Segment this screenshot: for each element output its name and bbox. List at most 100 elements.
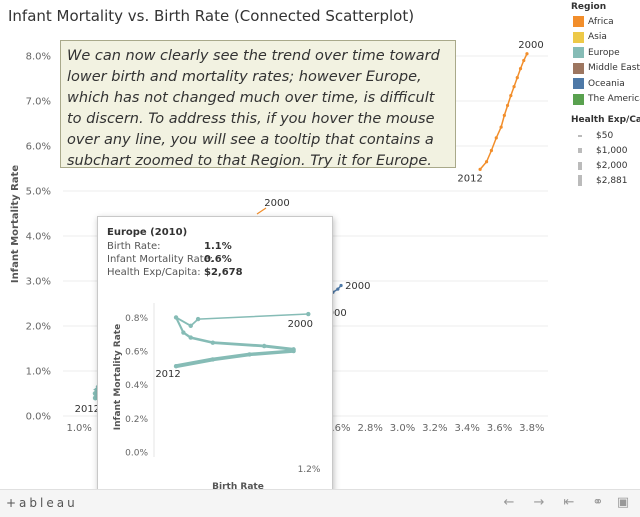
legend-size-label: $50 <box>596 130 614 141</box>
y-tick-label: 5.0% <box>26 187 51 198</box>
data-point-africa[interactable] <box>502 113 506 117</box>
subchart-line-segment[interactable] <box>197 313 310 320</box>
subchart-data-point[interactable] <box>262 343 267 349</box>
data-point-africa[interactable] <box>494 136 498 140</box>
data-point-oceania[interactable] <box>336 287 340 291</box>
point-label: 2000 <box>345 281 370 292</box>
y-tick-label: 0.0% <box>26 412 51 423</box>
tooltip-row-infant-mortality: Infant Mortality Rate: 0.6% <box>107 254 232 265</box>
undo-icon[interactable]: ← <box>503 495 515 510</box>
data-point-africa[interactable] <box>484 160 489 164</box>
tableau-logo[interactable]: +ableau <box>6 496 78 510</box>
data-point-africa[interactable] <box>509 94 513 98</box>
europe-subchart[interactable]: 0.0%0.2%0.4%0.6%0.8%Infant Mortality Rat… <box>98 217 334 495</box>
share-icon[interactable]: ⚭ <box>592 495 604 510</box>
y-tick-label: 1.0% <box>26 367 51 378</box>
tooltip-header: Europe (2010) <box>107 227 188 238</box>
subchart-data-point[interactable] <box>195 316 201 322</box>
y-tick-label: 7.0% <box>26 97 51 108</box>
subchart-data-point[interactable] <box>188 323 193 329</box>
data-point-africa[interactable] <box>518 67 523 71</box>
legend-swatch <box>573 31 584 43</box>
data-point-africa[interactable] <box>478 167 482 171</box>
legend-size-item[interactable]: $2,000 <box>568 158 640 173</box>
legend-label: Europe <box>588 47 620 58</box>
subchart-data-point[interactable] <box>188 335 193 340</box>
subchart-line-segment[interactable] <box>211 341 266 348</box>
subchart-data-point[interactable] <box>210 357 215 362</box>
y-tick-label: 0.6% <box>125 348 148 358</box>
legend-swatch <box>573 93 584 105</box>
data-point-africa[interactable] <box>489 148 494 153</box>
subchart-data-point[interactable] <box>291 348 296 354</box>
legend-size-item[interactable]: $1,000 <box>568 143 640 158</box>
data-point-oceania[interactable] <box>339 283 343 288</box>
y-axis-title: Infant Mortality Rate <box>10 165 21 283</box>
tooltip-row-birth-rate: Birth Rate: 1.1% <box>107 241 232 252</box>
y-tick-label: 0.0% <box>125 449 148 459</box>
legend-size-item[interactable]: $50 <box>568 128 640 143</box>
series-line-africa[interactable] <box>479 53 528 170</box>
point-label: 2000 <box>288 319 313 330</box>
y-tick-label: 4.0% <box>26 232 51 243</box>
subchart-line-segment[interactable] <box>174 316 185 334</box>
legend-item-europe[interactable]: Europe <box>568 45 640 61</box>
redo-icon[interactable]: → <box>533 495 545 510</box>
y-tick-label: 8.0% <box>26 52 51 63</box>
x-tick-label: 3.6% <box>487 423 512 434</box>
tooltip-value: 0.6% <box>204 254 232 265</box>
subchart-line-segment[interactable] <box>262 344 296 351</box>
subchart-data-point[interactable] <box>173 364 179 369</box>
point-label: 2012 <box>457 173 482 184</box>
legend-item-asia[interactable]: Asia <box>568 30 640 46</box>
page-title: Infant Mortality vs. Birth Rate (Connect… <box>8 7 415 25</box>
tooltip-value: $2,678 <box>204 267 243 278</box>
subchart-line-segment[interactable] <box>175 316 192 327</box>
data-point-africa[interactable] <box>515 76 519 80</box>
tooltip-row-health-exp: Health Exp/Capita: $2,678 <box>107 267 243 278</box>
subchart-data-point[interactable] <box>210 340 215 345</box>
asia-line-stub <box>256 207 267 215</box>
legend-label: The Americas <box>588 94 640 105</box>
legend-size-title: Health Exp/Capita <box>571 115 640 125</box>
subchart-line-segment[interactable] <box>189 336 215 344</box>
toolbar: +ableau ← → ⇤ ⚭ ▣ <box>0 489 640 517</box>
fullscreen-icon[interactable]: ▣ <box>616 495 630 510</box>
legend-label: Oceania <box>588 78 625 89</box>
data-point-africa[interactable] <box>525 52 529 56</box>
subchart-line-segment[interactable] <box>174 357 215 369</box>
y-tick-label: 0.2% <box>125 415 148 425</box>
point-label: 2000 <box>321 308 346 319</box>
tooltip: 0.0% 0.2% 0.4% 0.6% 0.8% Infant Mortality Rat… <box>97 216 333 494</box>
legend-item-the-americas[interactable]: The Americas <box>568 92 640 108</box>
point-label: 2012 <box>75 404 100 415</box>
subchart-data-point[interactable] <box>306 311 311 317</box>
revert-icon[interactable]: ⇤ <box>563 495 575 510</box>
data-point-africa[interactable] <box>505 103 510 108</box>
subchart-line-segment[interactable] <box>210 352 252 362</box>
legend-label: Middle East <box>588 63 640 74</box>
x-tick-label: 1.2% <box>298 465 321 475</box>
data-point-africa[interactable] <box>522 58 526 63</box>
legend-size-label: $2,881 <box>596 175 628 186</box>
legend-item-africa[interactable]: Africa <box>568 14 640 30</box>
subchart-data-point[interactable] <box>181 330 186 335</box>
legend-size-item[interactable]: $2,881 <box>568 173 640 188</box>
subchart-line-segment[interactable] <box>247 349 296 357</box>
legend-swatch <box>573 47 584 59</box>
legend-item-middle-east[interactable]: Middle East <box>568 61 640 77</box>
x-tick-label: 3.8% <box>519 423 544 434</box>
x-tick-label: 3.0% <box>390 423 415 434</box>
data-point-africa[interactable] <box>499 125 503 129</box>
data-point-africa[interactable] <box>512 85 516 89</box>
subchart-data-point[interactable] <box>247 352 252 357</box>
size-bar <box>578 161 582 170</box>
x-tick-label: 3.2% <box>422 423 447 434</box>
x-tick-label: 3.4% <box>454 423 479 434</box>
legend-item-oceania[interactable]: Oceania <box>568 76 640 92</box>
point-label: 2000 <box>518 40 543 51</box>
y-tick-label: 6.0% <box>26 142 51 153</box>
subchart-data-point[interactable] <box>173 315 179 320</box>
size-bar <box>578 175 582 186</box>
size-bar <box>578 134 582 137</box>
